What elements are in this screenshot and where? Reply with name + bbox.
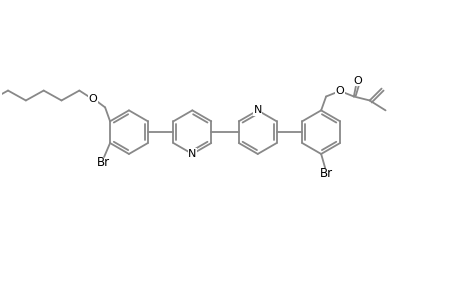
Text: O: O [353,76,361,85]
Text: Br: Br [319,167,332,180]
Text: N: N [253,105,261,116]
Text: O: O [335,85,344,96]
Text: N: N [188,149,196,159]
Text: Br: Br [96,156,109,170]
Text: O: O [89,94,97,104]
